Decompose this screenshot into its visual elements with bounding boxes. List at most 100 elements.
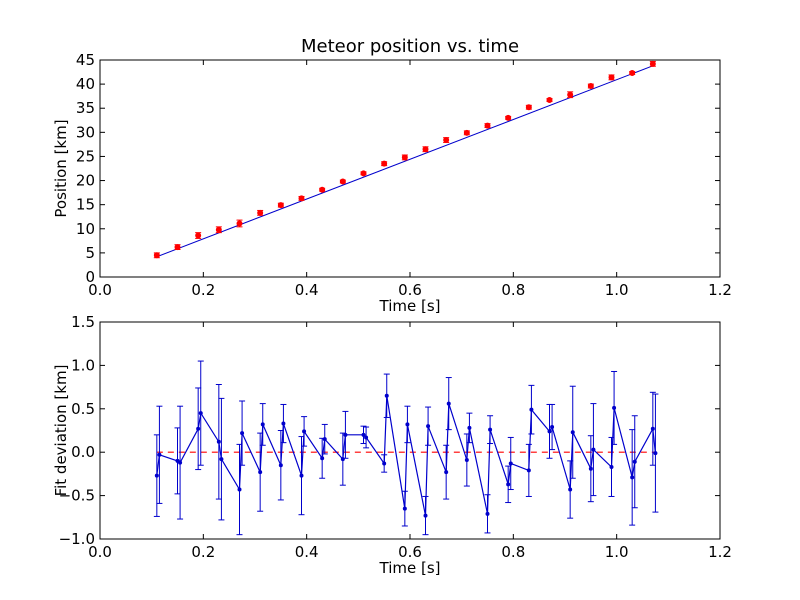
data-point bbox=[215, 226, 222, 233]
data-point bbox=[609, 464, 614, 469]
data-point bbox=[405, 422, 410, 427]
data-point bbox=[632, 459, 637, 464]
data-point bbox=[257, 209, 264, 216]
data-point bbox=[463, 129, 470, 136]
data-point bbox=[570, 430, 575, 435]
data-point bbox=[547, 429, 552, 434]
data-point bbox=[258, 470, 263, 475]
data-point bbox=[340, 457, 345, 462]
data-point bbox=[443, 137, 450, 144]
data-point bbox=[361, 432, 366, 437]
data-point bbox=[446, 401, 451, 406]
x-tick-label: 1.0 bbox=[605, 281, 629, 299]
data-point bbox=[236, 220, 243, 227]
y-tick-label: 1.0 bbox=[71, 356, 95, 374]
data-point bbox=[550, 425, 555, 430]
x-tick-label: 1.0 bbox=[605, 543, 629, 561]
data-point bbox=[320, 456, 325, 461]
y-tick-label: 45 bbox=[76, 51, 95, 69]
data-point bbox=[488, 427, 493, 432]
x-tick-label: 0.6 bbox=[398, 281, 422, 299]
data-point bbox=[649, 60, 656, 67]
x-tick-label: 1.2 bbox=[708, 281, 732, 299]
y-tick-label: 0.0 bbox=[71, 443, 95, 461]
y-tick-label: 1.5 bbox=[71, 313, 95, 331]
data-point bbox=[505, 114, 512, 121]
data-point bbox=[401, 154, 408, 161]
data-point bbox=[529, 407, 534, 412]
data-point bbox=[157, 452, 162, 457]
deviation-line bbox=[156, 395, 656, 516]
data-point bbox=[196, 426, 201, 431]
data-point bbox=[444, 470, 449, 475]
data-point bbox=[630, 475, 635, 480]
data-point bbox=[178, 460, 183, 465]
x-axis-label: Time [s] bbox=[379, 297, 441, 315]
y-tick-label: 30 bbox=[76, 123, 95, 141]
x-tick-label: 0.2 bbox=[191, 543, 215, 561]
data-point bbox=[277, 202, 284, 209]
y-tick-label: 15 bbox=[76, 196, 95, 214]
x-tick-label: 0.4 bbox=[295, 543, 319, 561]
data-point bbox=[216, 439, 221, 444]
chart-title: Meteor position vs. time bbox=[301, 36, 519, 57]
data-point bbox=[422, 146, 429, 153]
plot-frame bbox=[99, 59, 721, 278]
data-point bbox=[360, 170, 367, 177]
data-point bbox=[382, 461, 387, 466]
plot-frame bbox=[99, 321, 721, 540]
data-point bbox=[299, 473, 304, 478]
data-point bbox=[506, 482, 511, 487]
position-chart: 0.0 0.2 0.4 0.6 0.8 1.0 1.2 0 5 10 15 20 25 30 35 40 45 T… bbox=[52, 36, 732, 315]
data-point bbox=[302, 429, 307, 434]
data-point bbox=[612, 405, 617, 410]
y-tick-label: 5 bbox=[85, 244, 95, 262]
data-point bbox=[526, 468, 531, 473]
x-axis-label: Time [s] bbox=[379, 559, 441, 577]
data-point bbox=[174, 244, 181, 251]
data-point bbox=[588, 466, 593, 471]
data-point bbox=[237, 487, 242, 492]
y-axis-label: Position [km] bbox=[52, 119, 70, 217]
y-tick-label: 25 bbox=[76, 147, 95, 165]
data-point bbox=[381, 160, 388, 167]
data-point bbox=[240, 431, 245, 436]
y-tick-label: 20 bbox=[76, 172, 95, 190]
data-point bbox=[485, 511, 490, 516]
data-point bbox=[467, 425, 472, 430]
data-point bbox=[298, 195, 305, 202]
data-point bbox=[464, 458, 469, 463]
y-tick-label: 0.5 bbox=[71, 400, 95, 418]
data-point bbox=[278, 463, 283, 468]
y-tick-label: 10 bbox=[76, 220, 95, 238]
data-point bbox=[343, 432, 348, 437]
data-point bbox=[423, 513, 428, 518]
data-point bbox=[339, 178, 346, 185]
y-tick-label: −1.0 bbox=[59, 530, 95, 548]
data-point bbox=[364, 435, 369, 440]
data-point bbox=[154, 473, 159, 478]
x-tick-label: 1.2 bbox=[708, 543, 732, 561]
x-tick-label: 0.2 bbox=[191, 281, 215, 299]
x-tick-label: 0.6 bbox=[398, 543, 422, 561]
data-point bbox=[281, 421, 286, 426]
data-point bbox=[402, 506, 407, 511]
data-point bbox=[587, 83, 594, 90]
data-point bbox=[426, 424, 431, 429]
data-point bbox=[153, 252, 160, 259]
y-axis-label: Fit deviation [km] bbox=[52, 365, 70, 497]
data-point bbox=[384, 393, 389, 398]
x-tick-label: 0.8 bbox=[501, 281, 525, 299]
data-point bbox=[198, 411, 203, 416]
data-point bbox=[319, 186, 326, 193]
deviation-chart: 0.0 0.2 0.4 0.6 0.8 1.0 1.2 −1.0 −0.5 0.0 0.5 1.0 1.… bbox=[52, 313, 732, 577]
data-point bbox=[650, 426, 655, 431]
data-point bbox=[568, 487, 573, 492]
y-tick-label: 35 bbox=[76, 99, 95, 117]
y-tick-label: 40 bbox=[76, 75, 95, 93]
data-point bbox=[322, 437, 327, 442]
data-point bbox=[567, 91, 574, 98]
data-point bbox=[525, 104, 532, 111]
x-tick-label: 0.0 bbox=[88, 281, 112, 299]
